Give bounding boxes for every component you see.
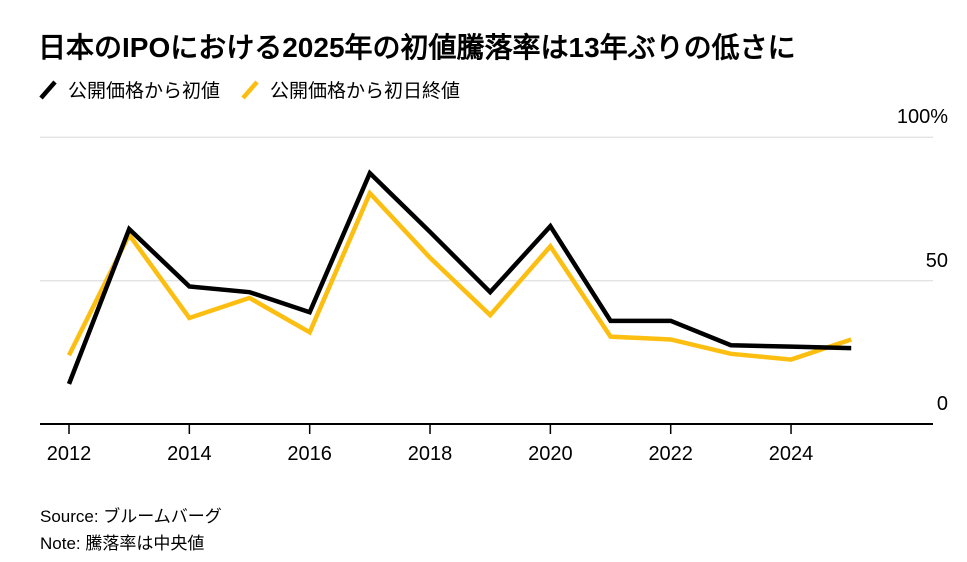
y-axis-label-50: 50 bbox=[925, 249, 948, 272]
legend: 公開価格から初値 公開価格から初日終値 bbox=[38, 76, 460, 103]
gold-slash-icon bbox=[241, 80, 259, 99]
black-slash-icon bbox=[39, 80, 57, 99]
chart-title: 日本のIPOにおける2025年の初値騰落率は13年ぶりの低さに bbox=[38, 32, 796, 63]
x-axis-label-2016: 2016 bbox=[287, 443, 332, 465]
series-line-open-price bbox=[66, 169, 852, 385]
legend-label-open-price: 公開価格から初値 bbox=[68, 81, 221, 102]
source-note: Source: ブルームバーグ bbox=[40, 507, 222, 526]
x-axis-label-2020: 2020 bbox=[528, 443, 573, 465]
y-axis-label-100: 100% bbox=[896, 106, 948, 129]
legend-label-first-day-close: 公開価格から初日終値 bbox=[270, 81, 461, 102]
footer: Source: ブルームバーグ Note: 騰落率は中央値 bbox=[40, 503, 222, 557]
x-axis-label-2024: 2024 bbox=[768, 443, 814, 465]
x-axis-label-2014: 2014 bbox=[167, 443, 212, 465]
x-axis-label-2018: 2018 bbox=[407, 443, 453, 465]
series-line-first-day-close bbox=[66, 189, 852, 362]
legend-item-first-day-close: 公開価格から初日終値 bbox=[240, 76, 460, 103]
x-axis-label-2022: 2022 bbox=[648, 443, 693, 465]
y-axis-label-0: 0 bbox=[936, 393, 948, 416]
methodology-note: Note: 騰落率は中央値 bbox=[40, 534, 205, 553]
legend-item-open-price: 公開価格から初値 bbox=[38, 76, 220, 103]
x-axis-label-2012: 2012 bbox=[46, 443, 92, 465]
